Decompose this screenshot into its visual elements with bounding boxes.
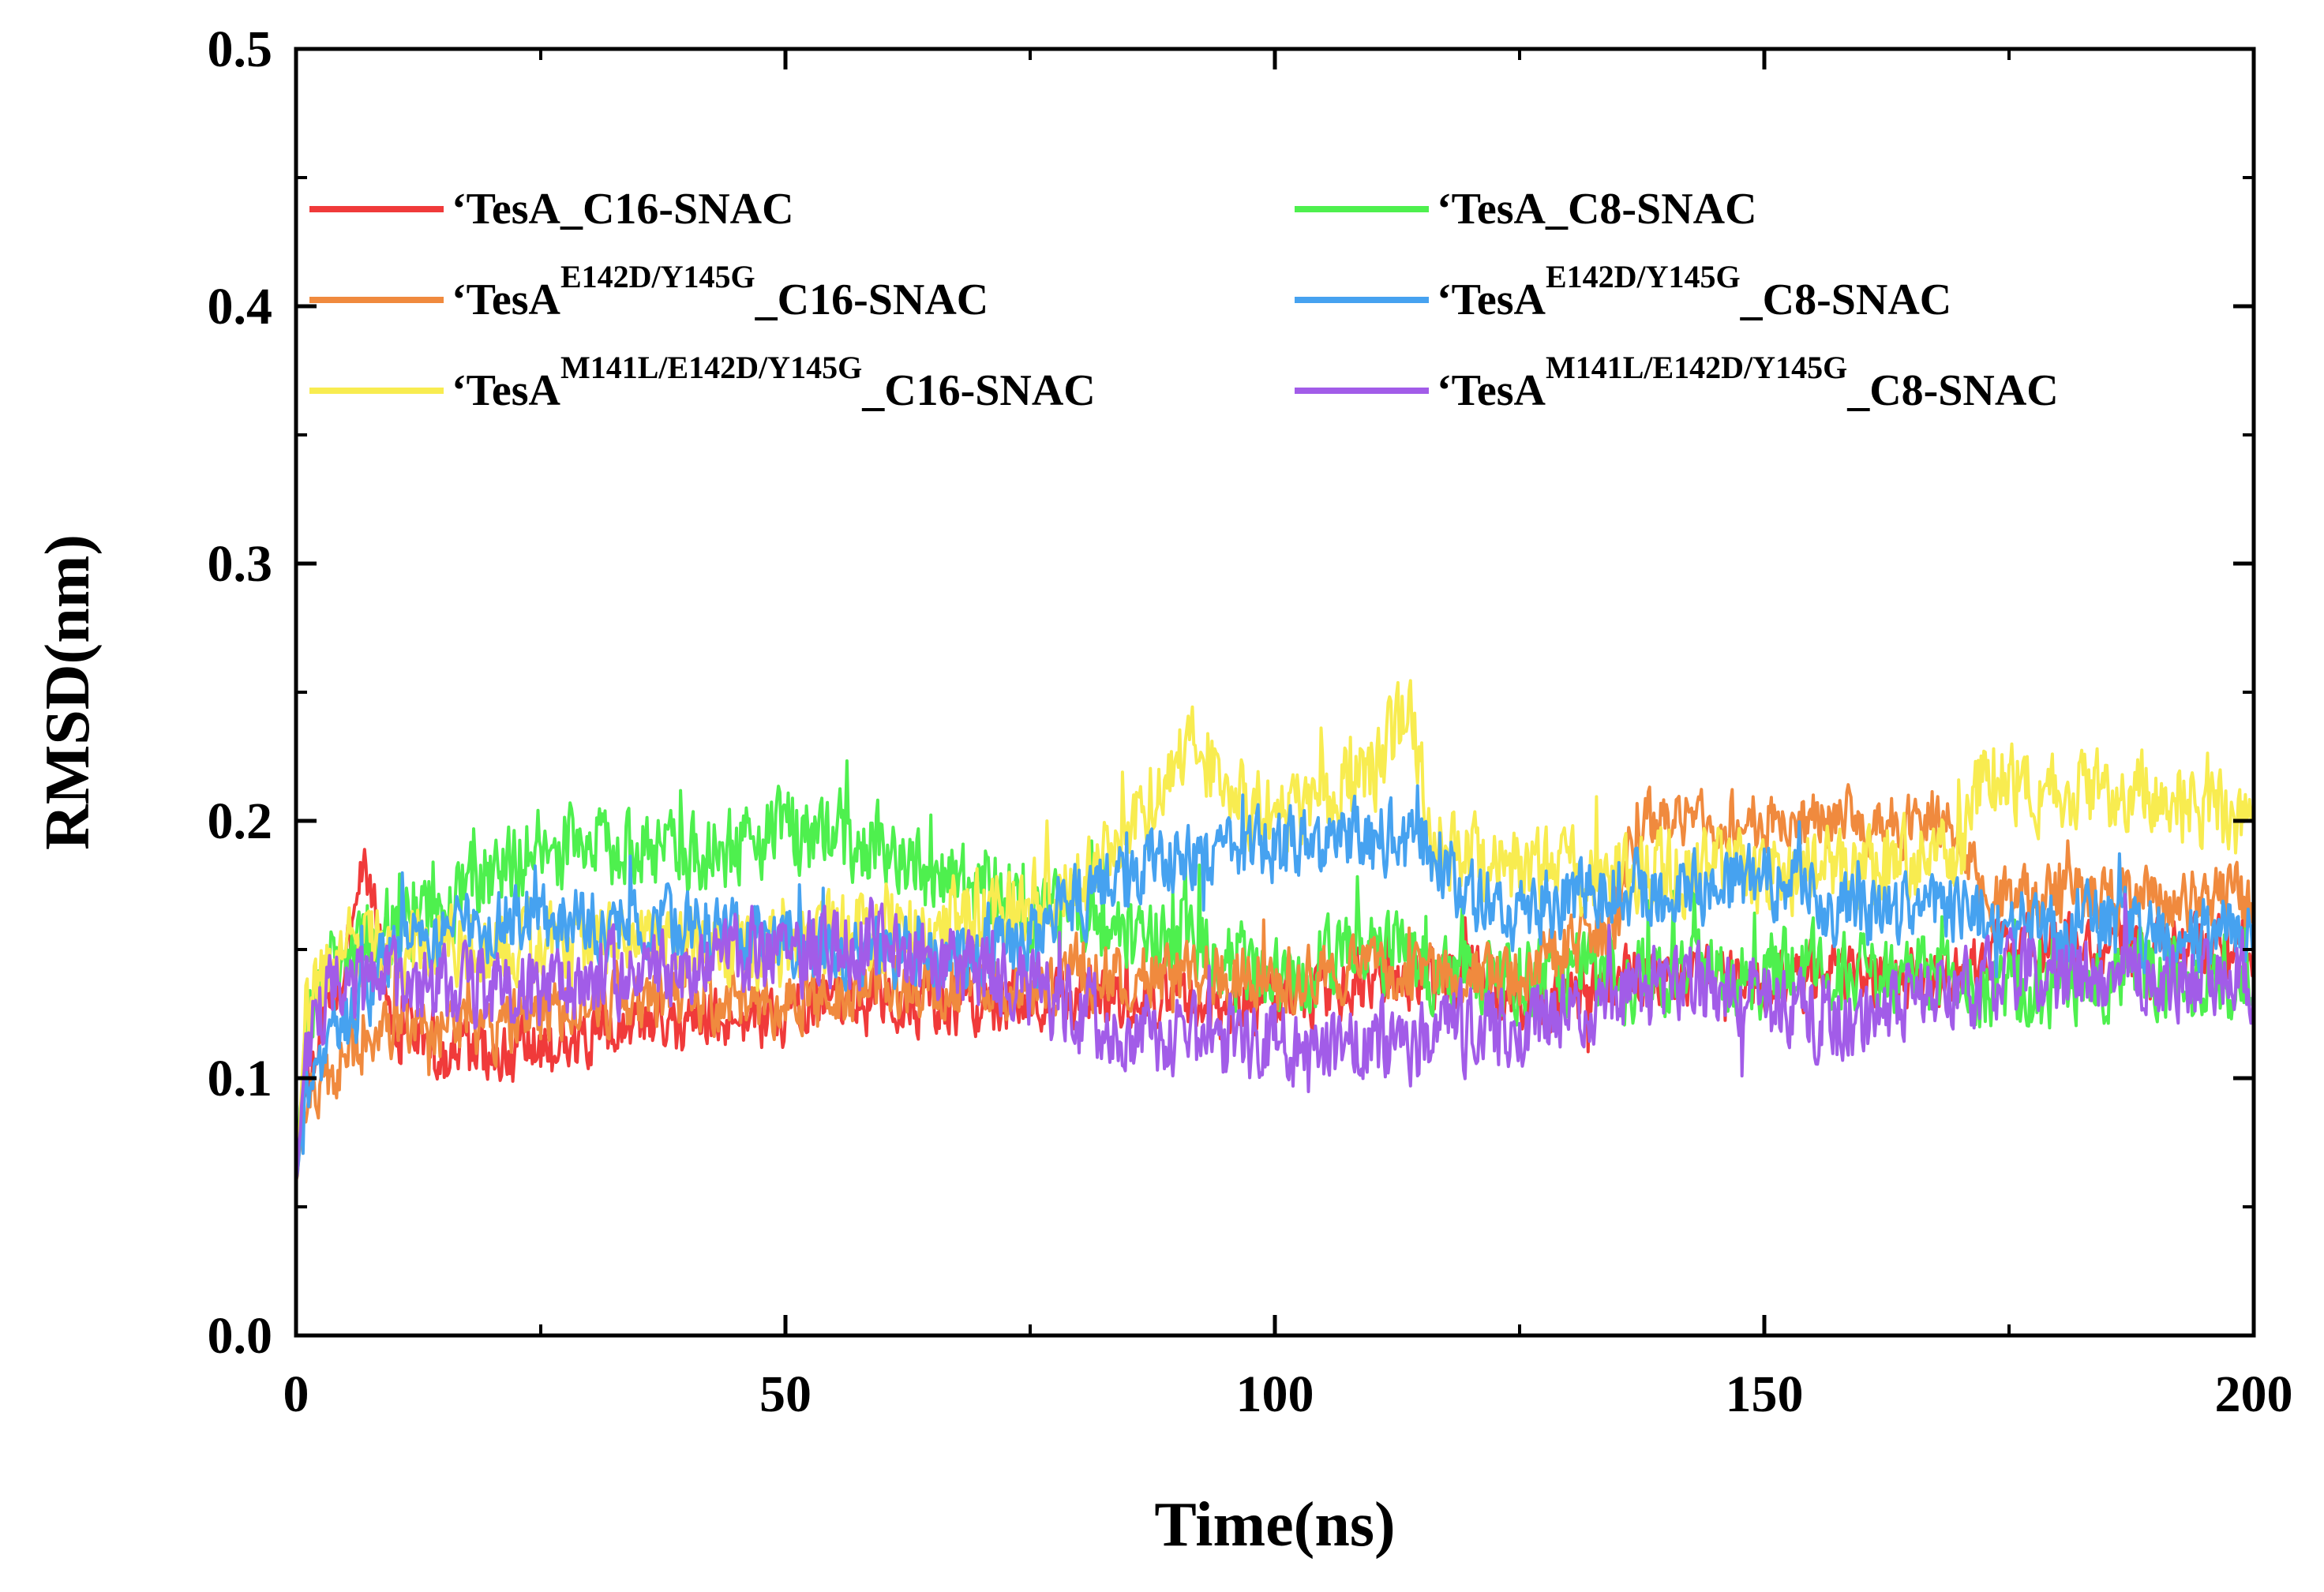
legend-label: ‘TesAE142D/Y145G_C8-SNAC xyxy=(1437,259,1951,324)
legend-label: ‘TesA_C8-SNAC xyxy=(1437,185,1757,234)
series-layer xyxy=(294,679,2255,1182)
legend-label: ‘TesA_C16-SNAC xyxy=(452,185,794,234)
ticks-layer: 0 50 100 150 200 0.0 0.1 0.2 0.3 0.4 0.5 xyxy=(208,21,2293,1423)
y-tick-label: 0.2 xyxy=(208,792,273,850)
series-line xyxy=(294,893,2255,1182)
series-line xyxy=(294,783,2255,1182)
y-tick-label: 0.5 xyxy=(208,21,273,78)
legend-item: ‘TesAE142D/Y145G_C8-SNAC xyxy=(1295,259,1951,324)
legend: ‘TesA_C16-SNAC ‘TesA_C8-SNAC ‘TesAE142D/Y1… xyxy=(309,185,2059,415)
y-tick-label: 0.0 xyxy=(208,1307,273,1365)
legend-item: ‘TesAE142D/Y145G_C16-SNAC xyxy=(309,259,988,324)
x-tick-label: 150 xyxy=(1726,1365,1804,1423)
x-tick-label: 50 xyxy=(759,1365,812,1423)
legend-item: ‘TesA_C8-SNAC xyxy=(1295,185,1757,234)
legend-label: ‘TesAM141L/E142D/Y145G_C16-SNAC xyxy=(452,350,1096,415)
x-tick-label: 200 xyxy=(2215,1365,2293,1423)
series-line xyxy=(294,759,2255,1182)
series-line xyxy=(294,784,2255,1182)
y-axis-title: RMSD(nm) xyxy=(33,534,103,850)
legend-item: ‘TesA_C16-SNAC xyxy=(309,185,794,234)
legend-label: ‘TesAM141L/E142D/Y145G_C8-SNAC xyxy=(1437,350,2059,415)
x-axis-title: Time(ns) xyxy=(1154,1490,1395,1560)
y-tick-label: 0.1 xyxy=(208,1050,273,1107)
plot-frame xyxy=(294,47,2256,1338)
legend-label: ‘TesAE142D/Y145G_C16-SNAC xyxy=(452,259,988,324)
y-tick-label: 0.4 xyxy=(208,278,273,335)
legend-item: ‘TesAM141L/E142D/Y145G_C8-SNAC xyxy=(1295,350,2059,415)
x-tick-label: 100 xyxy=(1236,1365,1314,1423)
y-tick-label: 0.3 xyxy=(208,535,273,593)
legend-item: ‘TesAM141L/E142D/Y145G_C16-SNAC xyxy=(309,350,1096,415)
x-tick-label: 0 xyxy=(283,1365,309,1423)
